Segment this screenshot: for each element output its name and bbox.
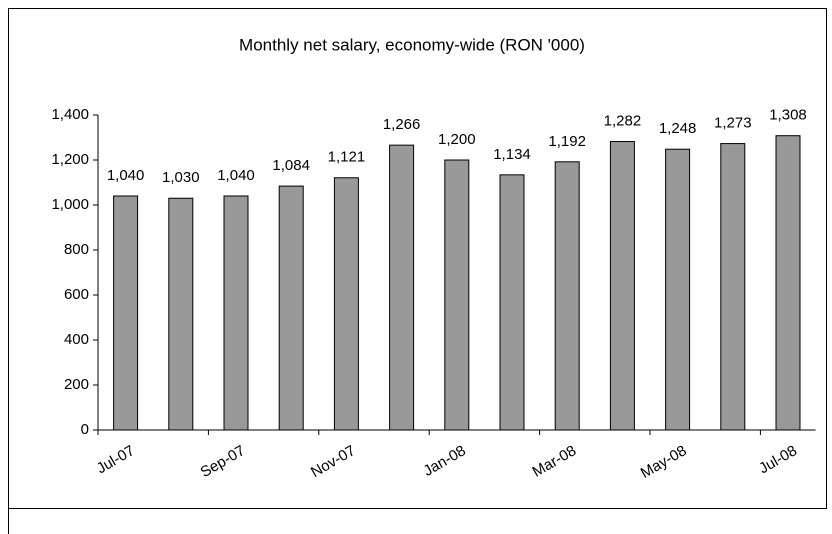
bar xyxy=(554,161,580,431)
y-tick-label: 1,200 xyxy=(51,151,89,168)
bar xyxy=(333,177,359,431)
value-label: 1,040 xyxy=(217,167,255,184)
y-tick-label: 600 xyxy=(64,286,89,303)
y-tick-label: 800 xyxy=(64,241,89,258)
value-label: 1,040 xyxy=(107,167,145,184)
value-label: 1,248 xyxy=(659,120,697,137)
y-tick-label: 400 xyxy=(64,331,89,348)
value-label: 1,121 xyxy=(328,149,366,166)
y-tick-label: 1,000 xyxy=(51,196,89,213)
bar xyxy=(775,135,801,431)
value-label: 1,134 xyxy=(493,146,531,163)
bar xyxy=(113,195,139,431)
bar xyxy=(444,159,470,431)
value-label: 1,030 xyxy=(162,169,200,186)
value-label: 1,200 xyxy=(438,131,476,148)
bar xyxy=(665,148,691,431)
value-label: 1,084 xyxy=(272,157,310,174)
bar xyxy=(720,143,746,431)
chart-frame xyxy=(8,8,827,509)
bar xyxy=(609,141,635,431)
bar xyxy=(499,174,525,431)
y-tick-label: 200 xyxy=(64,376,89,393)
bar xyxy=(389,144,415,431)
bar xyxy=(278,185,304,431)
bar xyxy=(223,195,249,431)
y-tick-label: 1,400 xyxy=(51,106,89,123)
value-label: 1,266 xyxy=(383,116,421,133)
bar xyxy=(168,197,194,431)
y-tick-label: 0 xyxy=(81,421,89,438)
chart-title: Monthly net salary, economy-wide (RON '0… xyxy=(239,35,585,54)
value-label: 1,282 xyxy=(604,113,642,130)
value-label: 1,308 xyxy=(769,107,807,124)
value-label: 1,192 xyxy=(548,133,586,150)
value-label: 1,273 xyxy=(714,115,752,132)
